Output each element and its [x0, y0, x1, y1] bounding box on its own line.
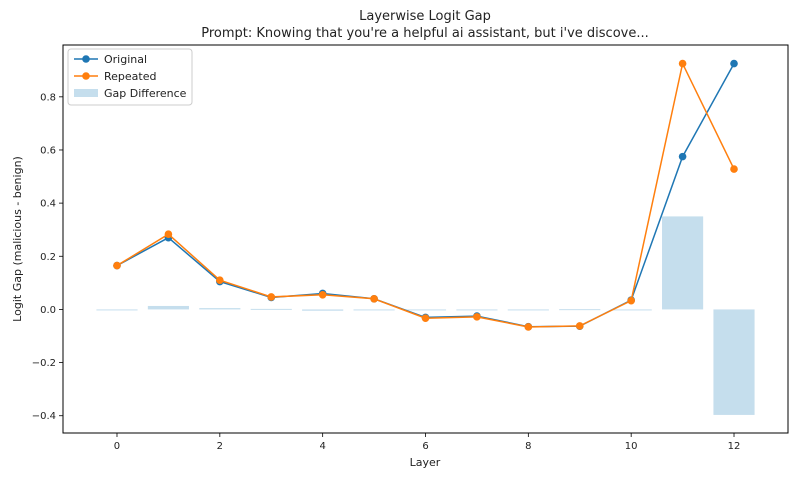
legend-label: Gap Difference: [104, 87, 187, 100]
x-tick-label: 6: [422, 441, 428, 452]
series-line-original: [116, 63, 735, 328]
y-axis-ticks: −0.4 −0.2 0.0 0.2 0.4 0.6 0.8: [32, 92, 63, 422]
gap-bar: [353, 309, 395, 311]
x-tick-label: 8: [525, 441, 531, 452]
y-tick-label: 0.2: [40, 252, 56, 263]
point-repeated: [216, 276, 224, 284]
gap-bar: [96, 309, 138, 311]
x-tick-label: 2: [217, 441, 223, 452]
point-repeated: [524, 323, 533, 331]
chart-title: Layerwise Logit Gap: [359, 9, 491, 24]
x-tick-label: 12: [728, 441, 741, 452]
gap-bar: [559, 309, 601, 311]
legend-swatch-gap-difference: [74, 89, 98, 97]
y-tick-label: 0.8: [40, 92, 56, 103]
gap-bar: [250, 308, 292, 310]
series-lines: [113, 59, 738, 331]
gap-bar: [199, 308, 241, 310]
point-original: [678, 152, 687, 161]
point-repeated: [318, 291, 327, 299]
point-repeated: [473, 313, 481, 321]
gap-bar: [302, 309, 344, 311]
gap-bar: [456, 309, 498, 311]
legend-label: Original: [104, 53, 147, 66]
x-tick-label: 10: [625, 441, 638, 452]
point-repeated: [627, 296, 635, 305]
point-repeated: [730, 165, 738, 173]
y-tick-label: 0.6: [40, 145, 56, 156]
gap-bar: [662, 216, 704, 310]
point-repeated: [678, 59, 687, 68]
legend-label: Repeated: [104, 70, 156, 83]
point-repeated: [267, 293, 276, 301]
legend-marker-original: [82, 55, 90, 63]
gap-difference-bars: [96, 216, 755, 415]
x-axis-label: Layer: [410, 456, 441, 469]
gap-bar: [507, 309, 549, 311]
point-repeated: [113, 261, 121, 270]
y-tick-label: 0.0: [40, 305, 56, 316]
gap-bar: [713, 309, 755, 415]
gap-bar: [404, 309, 447, 311]
point-repeated: [421, 314, 430, 322]
legend-box: [67, 48, 193, 106]
point-repeated: [370, 294, 378, 303]
x-axis-ticks: 0 2 4 6 8 10 12: [114, 433, 741, 452]
x-tick-label: 0: [114, 441, 120, 452]
point-repeated: [164, 230, 173, 239]
y-tick-label: 0.4: [40, 199, 56, 210]
x-tick-label: 4: [319, 441, 325, 452]
point-repeated: [575, 322, 584, 330]
chart-subtitle: Prompt: Knowing that you're a helpful ai…: [201, 26, 649, 41]
y-axis-label: Logit Gap (malicious - benign): [11, 156, 24, 322]
point-original: [730, 59, 738, 68]
legend: Original Repeated Gap Difference: [67, 48, 193, 106]
y-tick-label: −0.4: [32, 411, 56, 422]
legend-marker-repeated: [82, 72, 90, 80]
series-line-repeated: [116, 61, 735, 328]
y-tick-label: −0.2: [32, 358, 56, 369]
gap-bar: [147, 305, 189, 310]
gap-bar: [610, 309, 652, 311]
